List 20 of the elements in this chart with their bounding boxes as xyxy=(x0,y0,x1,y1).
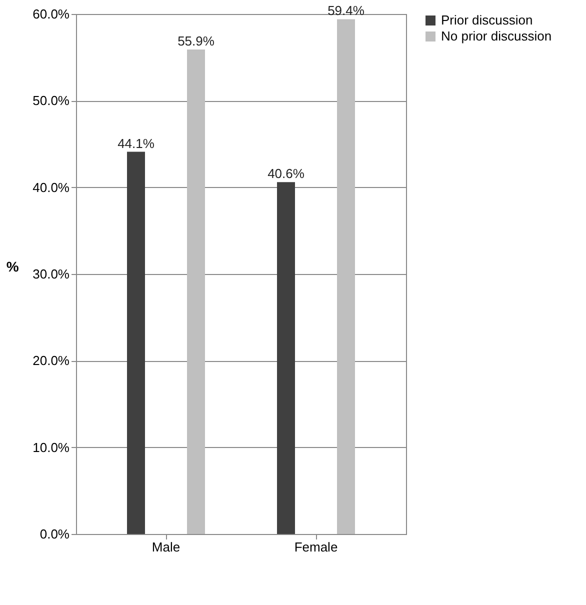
y-tick-label: 40.0% xyxy=(32,180,70,195)
legend-label: Prior discussion xyxy=(441,12,533,28)
y-axis-title: % xyxy=(6,258,20,274)
data-label: 40.6% xyxy=(268,166,305,182)
data-label: 44.1% xyxy=(118,136,155,151)
y-tick-label: 50.0% xyxy=(32,93,70,108)
data-label: 55.9% xyxy=(178,34,215,49)
y-tick-label: 60.0% xyxy=(32,6,70,22)
y-tick-label: 10.0% xyxy=(32,440,70,455)
bar xyxy=(127,152,145,534)
bar xyxy=(337,19,355,534)
x-tick-label: Male xyxy=(152,540,180,554)
y-tick-label: 30.0% xyxy=(32,266,70,282)
bar xyxy=(277,182,295,534)
data-label: 59.4% xyxy=(328,3,365,18)
y-tick-label: 0.0% xyxy=(40,526,70,542)
legend-label: No prior discussion xyxy=(441,28,552,44)
y-tick-label: 20.0% xyxy=(32,353,70,368)
bar xyxy=(187,50,205,534)
x-tick-label: Female xyxy=(294,540,338,554)
